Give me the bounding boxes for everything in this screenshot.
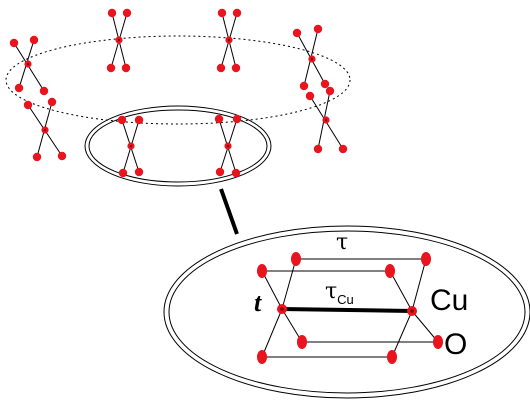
- outer-dotted-ring: [5, 35, 351, 125]
- copper-atoms: [277, 304, 417, 316]
- cuo4-unit-7: [117, 115, 144, 178]
- t-label: t: [254, 288, 262, 317]
- tau-label: τ: [336, 230, 349, 255]
- oxygen-atoms: [257, 252, 443, 364]
- tau-cu-label: τCu: [325, 279, 354, 307]
- zoom-connector-line: [219, 188, 239, 235]
- cuo4-unit-6: [305, 86, 348, 154]
- cu-label: Cu: [430, 284, 469, 317]
- tau-cu-symbol: τ: [325, 279, 338, 304]
- magnified-ladder: [261, 258, 439, 358]
- cuo4-unit-8: [214, 114, 242, 178]
- cuo4-unit-3: [216, 8, 242, 73]
- tau-cu-subscript: Cu: [337, 292, 354, 307]
- magnified-view-ellipse: [163, 225, 530, 399]
- selected-dimer-ellipse: [84, 105, 272, 187]
- cuo4-unit-4: [292, 24, 330, 91]
- cuo4-unit-5: [23, 97, 67, 162]
- copper-copper-bond: [281, 307, 413, 313]
- o-label: O: [444, 328, 468, 361]
- cuo4-unit-2: [106, 8, 132, 73]
- cuo4-unit-1: [9, 35, 49, 96]
